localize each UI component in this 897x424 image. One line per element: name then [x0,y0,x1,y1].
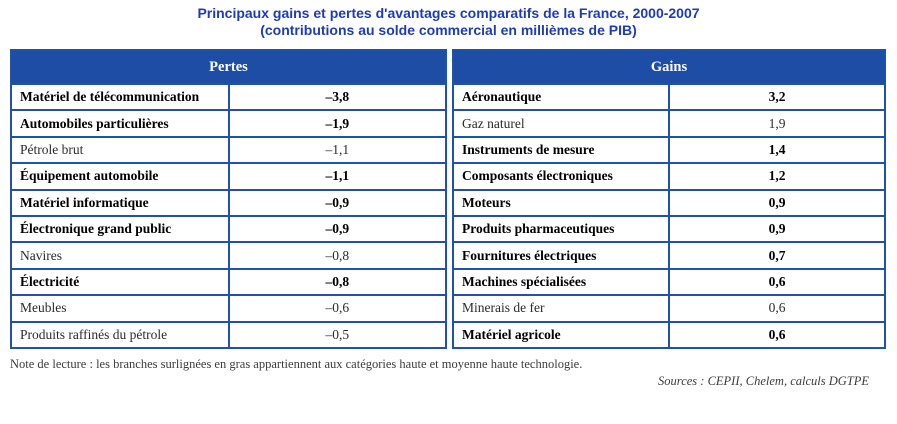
gains-row-label: Gaz naturel [452,109,670,138]
table-row: Meubles –0,6 [10,294,447,323]
pertes-header-row: Pertes [10,49,447,85]
table-row: Automobiles particulières –1,9 [10,109,447,138]
pertes-row-value: –0,6 [227,294,447,323]
reading-note: Note de lecture : les branches surlignée… [10,356,583,371]
table-row: Composants électroniques 1,2 [452,162,886,191]
gains-row-value: 0,6 [668,294,886,323]
pertes-row-label: Pétrole brut [10,135,230,165]
figure-title-line1: Principaux gains et pertes d'avantages c… [197,5,700,21]
gains-row-value: 1,4 [668,135,886,165]
table-row: Navires –0,8 [10,241,447,270]
gains-row-value: 1,2 [668,162,886,191]
pertes-row-value: –0,9 [227,214,447,244]
gains-row-value: 0,7 [668,241,886,270]
gains-header: Gains [452,49,886,85]
table-row: Produits pharmaceutiques 0,9 [452,214,886,244]
pertes-row-label: Automobiles particulières [10,109,230,138]
sources-note: Sources : CEPII, Chelem, calculs DGTPE [658,373,869,388]
comparative-advantage-tables: Pertes Matériel de télécommunication –3,… [10,49,886,349]
table-row: Matériel informatique –0,9 [10,188,447,217]
figure-title: Principaux gains et pertes d'avantages c… [0,0,897,39]
pertes-header: Pertes [10,49,447,85]
pertes-row-value: –1,1 [227,162,447,191]
gains-row-value: 1,9 [668,109,886,138]
table-row: Aéronautique 3,2 [452,82,886,112]
pertes-row-value: –0,9 [227,188,447,217]
table-row: Équipement automobile –1,1 [10,162,447,191]
table-row: Pétrole brut –1,1 [10,135,447,165]
table-row: Matériel de télécommunication –3,8 [10,82,447,112]
pertes-row-label: Produits raffinés du pétrole [10,320,230,349]
pertes-row-value: –1,9 [227,109,447,138]
gains-row-value: 0,9 [668,188,886,217]
pertes-row-value: –3,8 [227,82,447,112]
pertes-row-value: –1,1 [227,135,447,165]
pertes-row-value: –0,8 [227,267,447,297]
gains-row-value: 3,2 [668,82,886,112]
pertes-row-label: Électricité [10,267,230,297]
pertes-row-label: Meubles [10,294,230,323]
footer: Note de lecture : les branches surlignée… [10,357,887,389]
pertes-row-label: Équipement automobile [10,162,230,191]
gains-row-label: Instruments de mesure [452,135,670,165]
table-row: Électronique grand public –0,9 [10,214,447,244]
table-row: Instruments de mesure 1,4 [452,135,886,165]
gains-table: Gains Aéronautique 3,2 Gaz naturel 1,9 I… [452,49,886,349]
pertes-row-value: –0,8 [227,241,447,270]
table-row: Électricité –0,8 [10,267,447,297]
pertes-row-label: Matériel informatique [10,188,230,217]
gains-row-label: Aéronautique [452,82,670,112]
gains-row-label: Fournitures électriques [452,241,670,270]
figure-title-line2: (contributions au solde commercial en mi… [260,22,637,38]
gains-row-value: 0,6 [668,320,886,349]
table-row: Produits raffinés du pétrole –0,5 [10,320,447,349]
gains-row-value: 0,9 [668,214,886,244]
gains-header-row: Gains [452,49,886,85]
table-row: Fournitures électriques 0,7 [452,241,886,270]
pertes-table: Pertes Matériel de télécommunication –3,… [10,49,447,349]
gains-row-label: Produits pharmaceutiques [452,214,670,244]
pertes-row-label: Navires [10,241,230,270]
pertes-row-label: Matériel de télécommunication [10,82,230,112]
table-row: Machines spécialisées 0,6 [452,267,886,297]
table-row: Moteurs 0,9 [452,188,886,217]
gains-row-label: Matériel agricole [452,320,670,349]
table-row: Minerais de fer 0,6 [452,294,886,323]
gains-row-label: Machines spécialisées [452,267,670,297]
table-row: Matériel agricole 0,6 [452,320,886,349]
pertes-row-value: –0,5 [227,320,447,349]
gains-row-label: Moteurs [452,188,670,217]
table-row: Gaz naturel 1,9 [452,109,886,138]
gains-row-label: Minerais de fer [452,294,670,323]
pertes-row-label: Électronique grand public [10,214,230,244]
gains-row-value: 0,6 [668,267,886,297]
gains-row-label: Composants électroniques [452,162,670,191]
